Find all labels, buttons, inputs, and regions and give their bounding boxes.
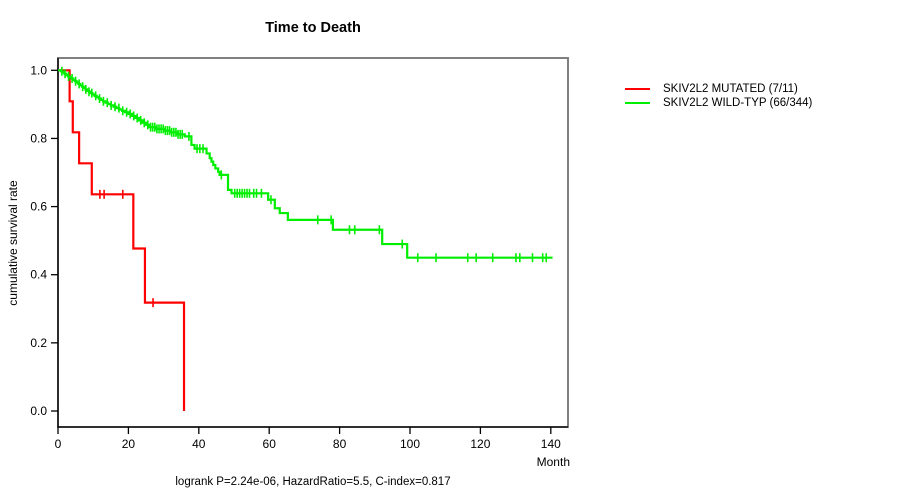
- y-tick-label: 0.2: [30, 336, 47, 350]
- x-tick-label: 80: [333, 437, 347, 451]
- legend-label-mutated: SKIV2L2 MUTATED (7/11): [663, 82, 798, 95]
- survival-curve-mutated: [58, 69, 186, 411]
- y-tick-label: 1.0: [30, 63, 47, 77]
- legend-line-mutated: [625, 87, 650, 90]
- y-tick-label: 0.4: [30, 268, 47, 282]
- y-axis-label: cumulative survival rate: [6, 180, 20, 306]
- axis-lines: [57, 58, 568, 428]
- x-tick-label: 20: [122, 437, 136, 451]
- chart-title: Time to Death: [265, 20, 361, 36]
- y-tick-label: 0.8: [30, 131, 47, 145]
- y-tick-label: 0.0: [30, 404, 47, 418]
- plot-box: [57, 57, 569, 428]
- legend-label-wildtype: SKIV2L2 WILD-TYP (66/344): [663, 96, 813, 109]
- legend-entry-wildtype: SKIV2L2 WILD-TYP (66/344): [625, 96, 812, 109]
- legend-line-wildtype: [625, 101, 650, 104]
- x-tick-label: 0: [55, 437, 62, 451]
- legend: SKIV2L2 MUTATED (7/11) SKIV2L2 WILD-TYP …: [625, 82, 812, 110]
- x-tick-label: 120: [470, 437, 490, 451]
- y-tick-label: 0.6: [30, 200, 47, 214]
- x-tick-label: 100: [400, 437, 420, 451]
- x-tick-label: 40: [192, 437, 206, 451]
- x-tick-label: 140: [541, 437, 561, 451]
- survival-curve-wildtype: [58, 69, 553, 259]
- stats-annotation: logrank P=2.24e-06, HazardRatio=5.5, C-i…: [175, 476, 451, 488]
- x-tick-label: 60: [263, 437, 277, 451]
- legend-entry-mutated: SKIV2L2 MUTATED (7/11): [625, 82, 812, 95]
- x-axis-label: Month: [536, 455, 570, 469]
